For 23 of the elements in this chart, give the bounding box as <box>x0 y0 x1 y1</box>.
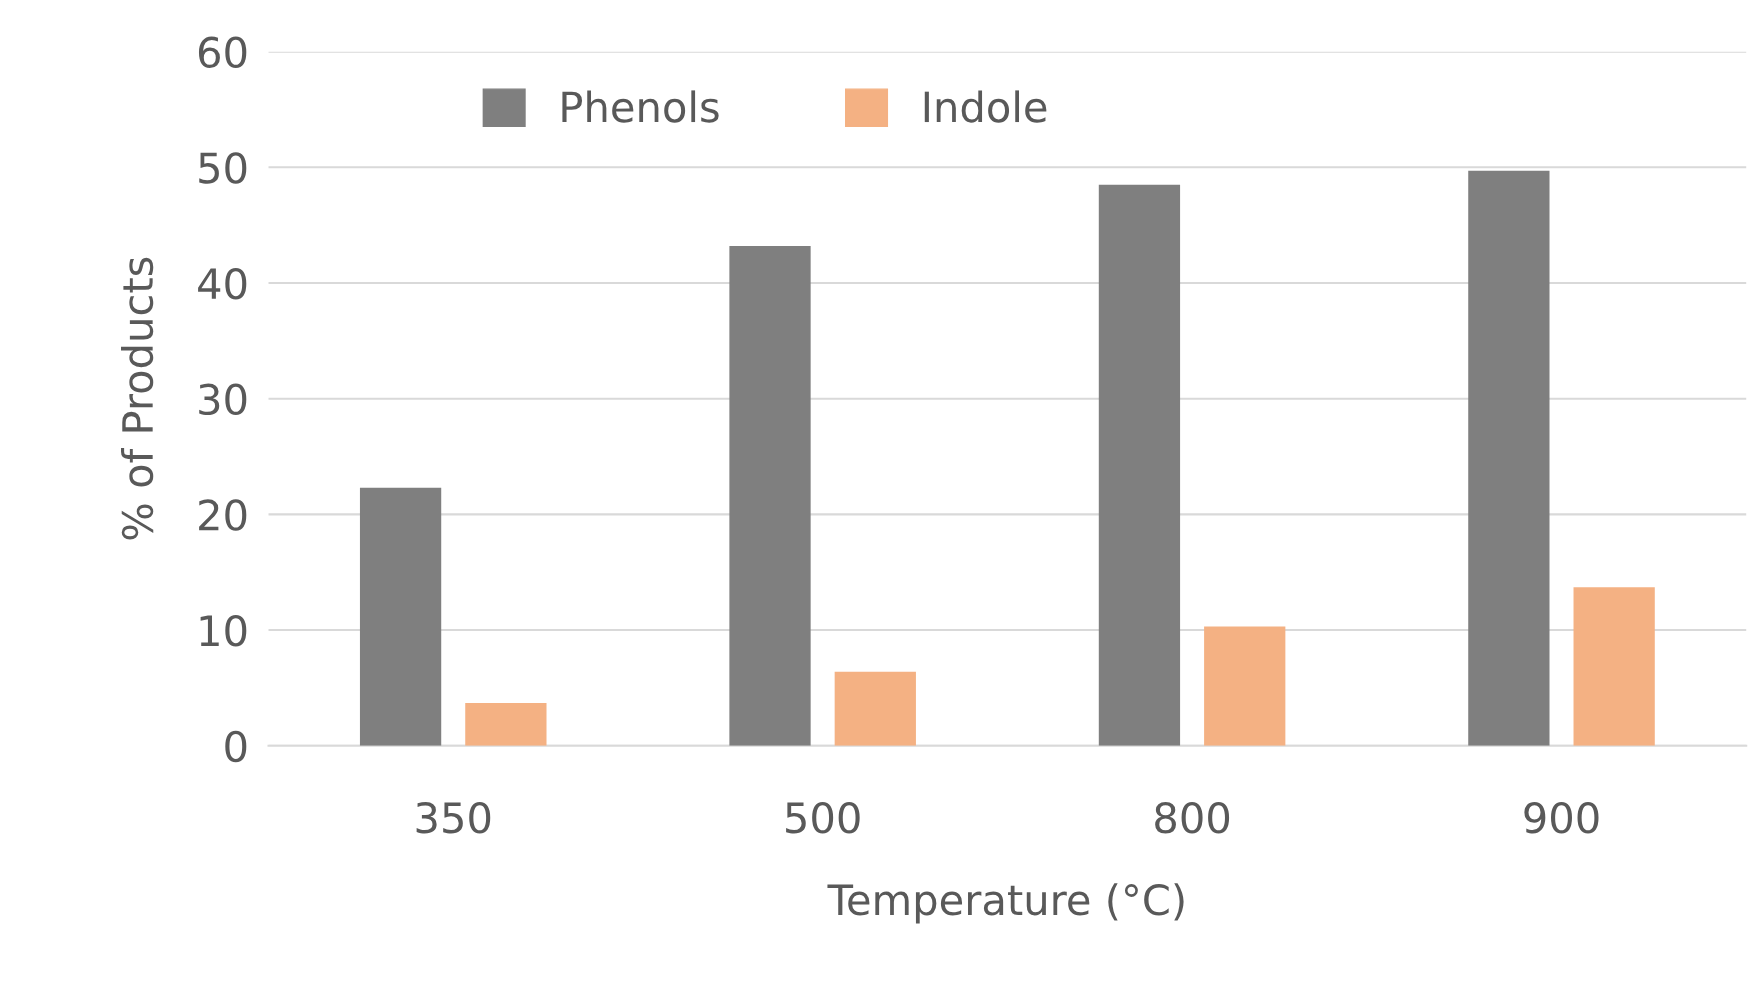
bar <box>359 487 442 746</box>
y-tick-label: 0 <box>225 730 247 763</box>
bar <box>1468 170 1550 746</box>
bar <box>465 702 547 746</box>
bar <box>1573 587 1655 746</box>
y-tick-label: 10 <box>200 614 247 647</box>
x-tick-label: 350 <box>416 802 491 834</box>
x-tick-label: 900 <box>1524 802 1599 834</box>
y-tick-label: 20 <box>199 499 247 531</box>
bar <box>834 671 916 746</box>
y-tick-label: 30 <box>199 383 247 416</box>
y-tick-label: 40 <box>198 267 247 300</box>
bar <box>1204 626 1286 746</box>
y-tick-label: 50 <box>199 152 247 184</box>
bar <box>729 245 811 746</box>
x-tick-label: 500 <box>786 802 860 834</box>
x-axis-title: Temperature (°C) <box>827 883 1184 924</box>
x-tick-label: 800 <box>1155 802 1230 834</box>
legend-label: Phenols <box>562 90 719 123</box>
y-tick-label: 60 <box>198 36 247 69</box>
y-axis-title: % of Products <box>121 257 154 540</box>
bar <box>1098 184 1181 746</box>
legend-label: Indole <box>924 90 1047 123</box>
